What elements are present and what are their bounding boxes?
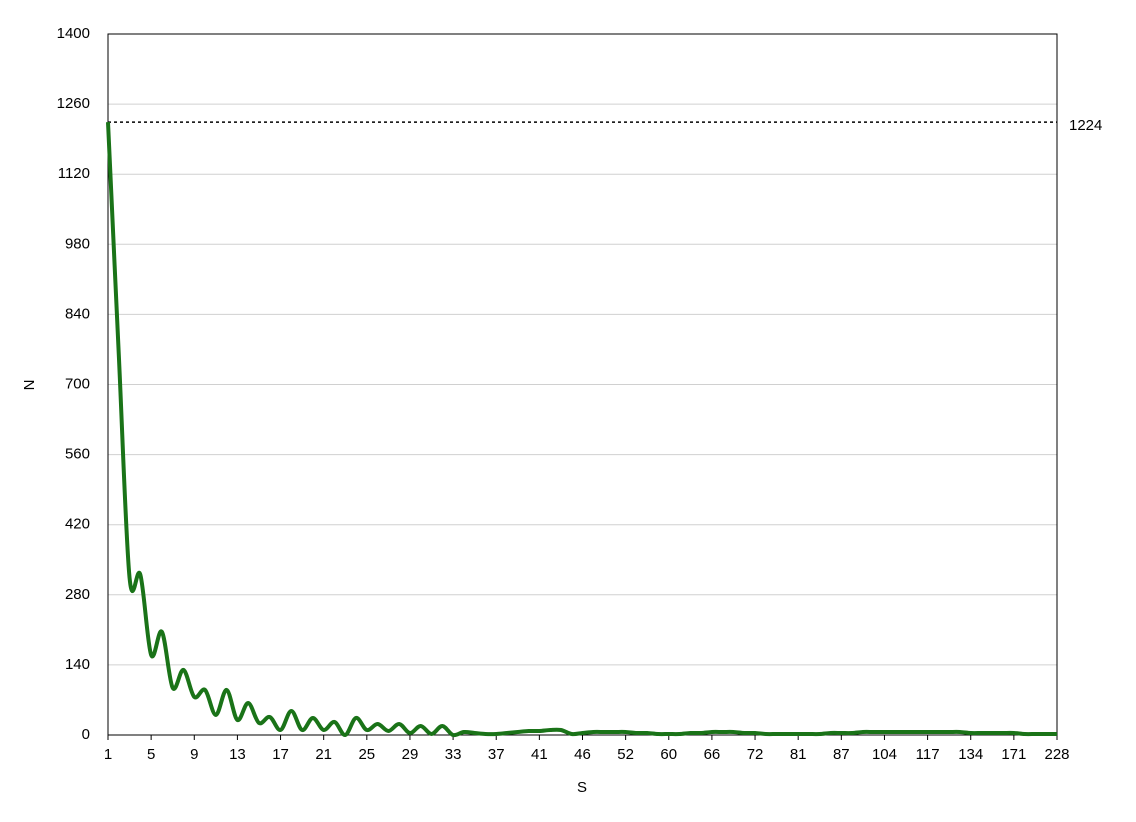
- x-tick-label: 25: [358, 746, 375, 763]
- y-tick-label: 840: [65, 305, 90, 322]
- y-tick-label: 420: [65, 516, 90, 533]
- x-tick-label: 41: [531, 746, 548, 763]
- y-tick-label: 1260: [57, 95, 90, 112]
- x-tick-label: 228: [1044, 746, 1069, 763]
- x-tick-label: 9: [190, 746, 198, 763]
- y-tick-label: 700: [65, 375, 90, 392]
- x-tick-label: 171: [1001, 746, 1026, 763]
- y-tick-label: 980: [65, 235, 90, 252]
- y-tick-label: 0: [82, 726, 90, 743]
- x-tick-label: 104: [872, 746, 897, 763]
- y-tick-label: 1400: [57, 25, 90, 42]
- y-tick-label: 280: [65, 586, 90, 603]
- x-tick-label: 66: [704, 746, 721, 763]
- x-tick-label: 72: [747, 746, 764, 763]
- x-tick-label: 52: [617, 746, 634, 763]
- x-tick-label: 1: [104, 746, 112, 763]
- reference-label: 1224: [1069, 117, 1102, 134]
- x-tick-label: 46: [574, 746, 591, 763]
- x-tick-label: 117: [916, 746, 940, 763]
- x-tick-label: 21: [315, 746, 332, 763]
- x-tick-label: 29: [402, 746, 419, 763]
- x-tick-label: 33: [445, 746, 462, 763]
- y-tick-label: 1120: [58, 165, 90, 182]
- y-tick-label: 140: [65, 656, 90, 673]
- data-line: [106, 122, 1057, 738]
- x-tick-label: 134: [958, 746, 983, 763]
- x-tick-label: 87: [833, 746, 850, 763]
- y-axis-label: N: [21, 380, 38, 391]
- x-axis-label: S: [577, 779, 587, 796]
- x-tick-label: 13: [229, 746, 246, 763]
- x-tick-label: 17: [272, 746, 289, 763]
- x-tick-label: 60: [660, 746, 677, 763]
- x-tick-label: 37: [488, 746, 505, 763]
- x-tick-label: 81: [790, 746, 807, 763]
- y-tick-label: 560: [65, 446, 90, 463]
- x-tick-label: 5: [147, 746, 155, 763]
